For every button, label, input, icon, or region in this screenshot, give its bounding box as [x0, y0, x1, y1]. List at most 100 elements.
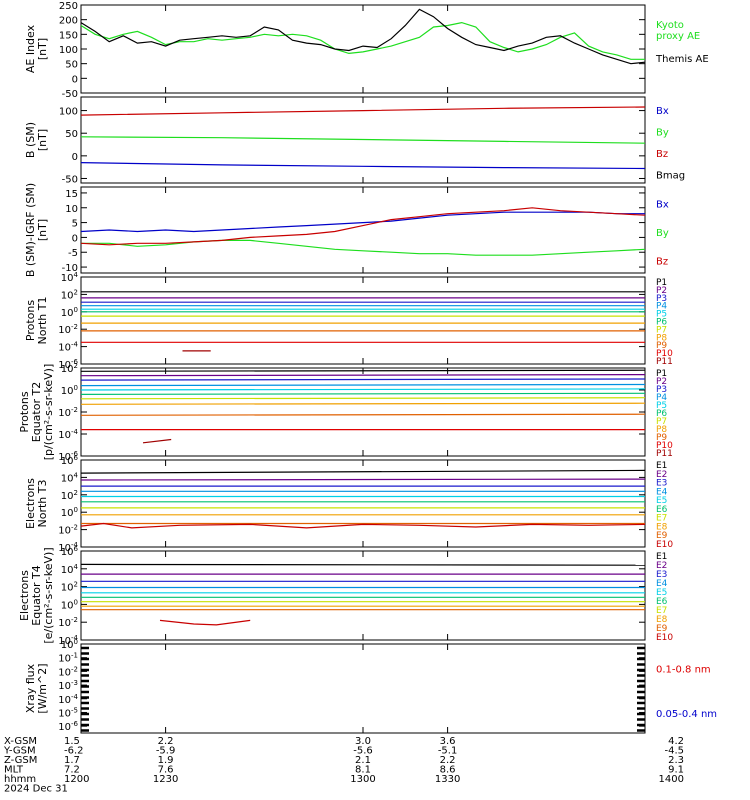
- series-line-e10: [80, 522, 646, 529]
- y-tick-label: 102: [61, 362, 78, 375]
- legend-entry: Bx: [656, 199, 669, 210]
- orbit-value: 1.7: [64, 755, 80, 766]
- legend-entry: E6: [656, 505, 668, 515]
- series-line-bx: [80, 211, 645, 233]
- legend-entry: E4: [656, 579, 668, 589]
- xray-fill: [81, 646, 645, 732]
- series-line-e10: [159, 619, 251, 626]
- legend-entry: P8: [656, 425, 667, 435]
- orbit-value: 9.1: [668, 765, 684, 776]
- orbit-value: 3.0: [355, 736, 371, 747]
- y-tick-label: -5: [68, 248, 78, 259]
- series-line-p5: [80, 388, 646, 391]
- y-axis-label: Equator T4: [30, 565, 43, 625]
- orbit-value: 1400: [659, 774, 684, 785]
- orbit-value: -6.2: [64, 746, 84, 757]
- orbit-value: 8.6: [440, 765, 456, 776]
- legend-entry: Kyoto: [656, 20, 684, 31]
- legend-entry: E8: [656, 522, 668, 532]
- y-tick-label: 106: [61, 545, 79, 558]
- orbit-value: -4.5: [664, 746, 684, 757]
- legend-entry: E9: [656, 531, 668, 541]
- y-tick-label: 0: [72, 74, 78, 85]
- series-line-e1: [80, 563, 646, 566]
- y-tick-label: 104: [61, 471, 79, 484]
- legend-entry: E2: [656, 470, 667, 480]
- y-axis-label: [e/(cm²-s-sr-keV)]: [42, 547, 55, 643]
- legend-entry: P11: [656, 357, 673, 367]
- legend-entry: P4: [656, 302, 667, 312]
- y-axis-label: Xray flux: [24, 663, 37, 713]
- y-axis-label: [nT]: [36, 219, 49, 241]
- y-axis-label: [nT]: [36, 38, 49, 60]
- y-axis-label: Equator T2: [30, 382, 43, 442]
- legend-entry: P9: [656, 341, 667, 351]
- orbit-date: 2024 Dec 31: [4, 784, 68, 795]
- y-tick-label: 100: [61, 506, 78, 519]
- series-line-e1: [80, 469, 646, 474]
- panel-3: 15 10 5 0 -5 -10 B (SM)-IGRF (SM) [nT] Bx By Bz: [24, 183, 669, 277]
- legend-entry: E5: [656, 588, 667, 598]
- orbit-value: 1230: [153, 774, 178, 785]
- y-tick-label: 10-4: [58, 341, 78, 354]
- y-tick-label: 10-6: [58, 450, 78, 463]
- legend-entry: P3: [656, 385, 667, 395]
- y-tick-label: 10-4: [58, 541, 78, 554]
- legend-entry: P5: [656, 310, 667, 320]
- legend-entry: P6: [656, 409, 667, 419]
- orbit-value: 1330: [435, 774, 460, 785]
- y-tick-label: 102: [61, 581, 78, 594]
- orbit-value: 1.5: [64, 736, 80, 747]
- series-line-p3: [80, 378, 646, 381]
- legend-entry: proxy AE: [656, 31, 700, 42]
- panel-frame: [80, 643, 646, 734]
- y-tick-label: 100: [59, 107, 78, 118]
- series-line-p9: [80, 413, 646, 416]
- y-tick-label: 10-3: [58, 679, 78, 692]
- legend-entry: 0.05-0.4 nm: [656, 709, 717, 720]
- y-tick-label: 106: [61, 454, 79, 467]
- series-line-by: [81, 239, 646, 256]
- orbit-row-label: Z-GSM: [4, 755, 37, 766]
- orbit-value: 8.1: [355, 765, 371, 776]
- panel-1: 250 200 150 100 50 0 -50 AE Index [nT] Kyotoproxy…: [24, 1, 709, 100]
- y-tick-label: 10-2: [58, 665, 78, 678]
- y-tick-label: 50: [65, 60, 78, 71]
- orbit-value: 7.2: [64, 765, 80, 776]
- y-tick-label: 10: [65, 204, 78, 215]
- y-tick-label: 100: [61, 598, 78, 611]
- y-tick-label: 10-1: [58, 652, 78, 665]
- y-tick-label: 10-2: [58, 323, 78, 336]
- y-axis-label: North T3: [36, 480, 49, 528]
- y-tick-label: 0: [72, 152, 78, 163]
- panel-7: 106 104 102 100 10-2 10-4 Electrons Equator T4[…: [18, 545, 673, 647]
- legend-entry: E10: [656, 540, 673, 550]
- series-line-bz: [80, 106, 646, 116]
- y-tick-label: 100: [61, 384, 78, 397]
- orbit-value: 1200: [64, 774, 89, 785]
- y-tick-label: -10: [62, 263, 78, 274]
- series-line-p1: [80, 369, 646, 372]
- y-tick-label: 10-2: [58, 616, 78, 629]
- y-axis-label: Electrons: [24, 478, 37, 529]
- y-tick-label: -50: [62, 174, 78, 185]
- series-line-p2: [80, 374, 646, 377]
- y-tick-label: 50: [65, 129, 78, 140]
- legend-entry: E9: [656, 624, 668, 634]
- y-tick-label: 100: [59, 45, 78, 56]
- y-tick-label: 10-2: [58, 524, 78, 537]
- legend-entry: E8: [656, 615, 668, 625]
- legend-entry: P3: [656, 294, 667, 304]
- orbit-table: X-GSM 1.5 2.2 3.0 3.6 4.2 Y-GSM -6.2 -5.9 -5.6 -5.…: [3, 736, 684, 795]
- series-line-by: [80, 136, 646, 144]
- legend-entry: P4: [656, 393, 667, 403]
- legend-entry: Bmag: [656, 170, 685, 181]
- orbit-value: 4.2: [668, 736, 684, 747]
- panel-2: 100 50 0 -50 B (SM) [nT] Bx By Bz Bmag: [24, 96, 685, 185]
- y-tick-label: 104: [61, 271, 79, 284]
- orbit-value: 7.6: [158, 765, 174, 776]
- orbit-row-label: Y-GSM: [3, 746, 36, 757]
